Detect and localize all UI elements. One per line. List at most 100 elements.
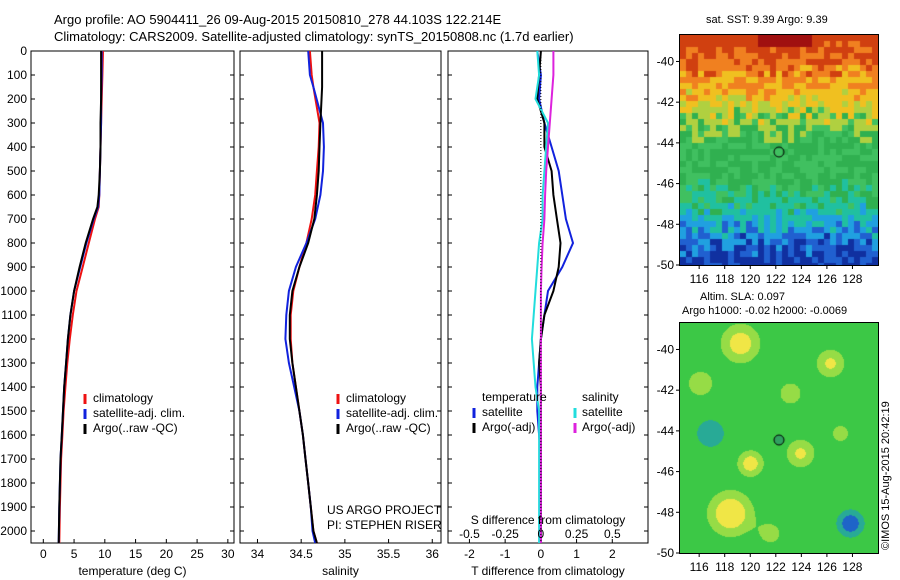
sla-map-subtitle: Argo h1000: -0.02 h2000: -0.0069: [682, 305, 848, 317]
series-line-satellite: [530, 50, 550, 543]
x-tick-label: 0: [538, 547, 545, 561]
legend-title: salinity: [582, 390, 619, 404]
map-y-tick-label: -40: [657, 342, 675, 356]
x-tick-label: 25: [190, 547, 204, 561]
legend-title: temperature: [482, 390, 547, 404]
y-tick-label: 1700: [0, 452, 27, 466]
y-tick-label: 1200: [0, 332, 27, 346]
y-tick-label: 1600: [0, 428, 27, 442]
x-axis-label: T difference from climatology: [471, 564, 625, 578]
x-axis-label: temperature (deg C): [78, 564, 186, 578]
series-line-climatology: [289, 50, 321, 544]
x-tick-label: 5: [71, 547, 78, 561]
x-tick-label: 2: [609, 547, 616, 561]
x-tick-label: 1: [573, 547, 580, 561]
x-axis-label: salinity: [322, 564, 359, 578]
map-y-tick-label: -44: [657, 424, 675, 438]
x-tick-label: 15: [129, 547, 143, 561]
y-tick-label: 1100: [1, 308, 27, 322]
legend-item: satellite: [482, 405, 523, 419]
x-tick-label: 35.5: [377, 547, 401, 561]
x-tick-label: 35: [338, 547, 352, 561]
series-line-satelliteadjclim: [57, 51, 103, 544]
y-tick-label: 400: [7, 140, 27, 154]
top-axis-label: S difference from climatology: [471, 513, 626, 527]
series-line-argorawqc: [57, 51, 103, 544]
series-line-satellite: [536, 50, 575, 543]
y-tick-label: 2000: [0, 524, 27, 538]
y-tick-label: 900: [7, 260, 27, 274]
top-tick-label: 0.5: [604, 527, 621, 541]
map-x-tick-label: 124: [791, 272, 811, 286]
map-y-tick-label: -48: [657, 505, 675, 519]
legend-item: climatology: [346, 391, 406, 405]
x-tick-label: 20: [160, 547, 174, 561]
y-tick-label: 700: [7, 212, 27, 226]
x-tick-label: 0: [40, 547, 47, 561]
map-x-tick-label: 122: [766, 272, 786, 286]
panel-frame: [239, 50, 442, 544]
map-y-tick-label: -48: [657, 217, 675, 231]
legend-item: satellite-adj. clim.: [346, 406, 438, 420]
map-x-tick-label: 128: [842, 272, 862, 286]
legend-item: satellite-adj. clim.: [93, 406, 185, 420]
legend-item: Argo(-adj): [582, 420, 635, 434]
map-x-tick-label: 122: [766, 560, 786, 574]
sla-heatmap: [679, 322, 879, 554]
map-x-tick-label: 126: [817, 560, 837, 574]
y-tick-label: 0: [20, 44, 27, 58]
y-tick-label: 500: [7, 164, 27, 178]
x-tick-label: -2: [464, 547, 475, 561]
header-line-2: Climatology: CARS2009. Satellite-adjuste…: [54, 29, 574, 44]
x-tick-label: -1: [500, 547, 511, 561]
map-y-tick-label: -44: [657, 136, 675, 150]
y-tick-label: 300: [7, 116, 27, 130]
x-tick-label: 34: [251, 547, 265, 561]
map-x-tick-label: 116: [690, 272, 709, 286]
series-line-argorawqc: [288, 51, 324, 544]
sst-map-title: sat. SST: 9.39 Argo: 9.39: [706, 14, 828, 26]
map-y-tick-label: -42: [657, 383, 675, 397]
map-x-tick-label: 128: [842, 560, 862, 574]
y-tick-label: 600: [7, 188, 27, 202]
y-tick-label: 200: [7, 92, 27, 106]
y-tick-label: 1400: [0, 380, 27, 394]
y-tick-label: 1300: [0, 356, 27, 370]
map-x-tick-label: 120: [740, 560, 760, 574]
map-x-tick-label: 124: [791, 560, 811, 574]
panel-frame: [30, 50, 235, 544]
map-x-tick-label: 126: [817, 272, 837, 286]
panel-frame: [447, 50, 649, 544]
top-tick-label: 0: [538, 527, 545, 541]
y-tick-label: 1800: [0, 476, 27, 490]
sst-heatmap: [679, 34, 879, 266]
x-tick-label: 34.5: [289, 547, 313, 561]
legend-item: satellite: [582, 405, 623, 419]
map-x-tick-label: 118: [715, 272, 734, 286]
legend-item: Argo(..raw -QC): [93, 421, 178, 435]
legend-item: Argo(..raw -QC): [346, 421, 431, 435]
map-y-tick-label: -46: [657, 465, 675, 479]
map-y-tick-label: -46: [657, 177, 675, 191]
map-y-tick-label: -50: [657, 546, 675, 560]
legend-item: Argo(-adj): [482, 420, 535, 434]
legend-item: climatology: [93, 391, 153, 405]
x-tick-label: 10: [98, 547, 112, 561]
imos-watermark: ©IMOS 15-Aug-2015 20:42:19: [880, 401, 892, 550]
top-tick-label: 0.25: [565, 527, 589, 541]
y-tick-label: 1500: [0, 404, 27, 418]
sla-map-title: Altim. SLA: 0.097: [700, 291, 785, 303]
y-tick-label: 1900: [0, 500, 27, 514]
header-line-1: Argo profile: AO 5904411_26 09-Aug-2015 …: [54, 12, 502, 27]
y-tick-label: 1000: [0, 284, 27, 298]
map-y-tick-label: -40: [657, 54, 675, 68]
top-tick-label: -0.25: [491, 527, 519, 541]
map-y-tick-label: -42: [657, 95, 675, 109]
top-tick-label: -0.5: [459, 527, 480, 541]
x-tick-label: 36: [426, 547, 440, 561]
map-x-tick-label: 116: [690, 560, 709, 574]
x-tick-label: 30: [221, 547, 235, 561]
map-y-tick-label: -50: [657, 258, 675, 272]
project-annotation: PI: STEPHEN RISER: [327, 518, 442, 532]
